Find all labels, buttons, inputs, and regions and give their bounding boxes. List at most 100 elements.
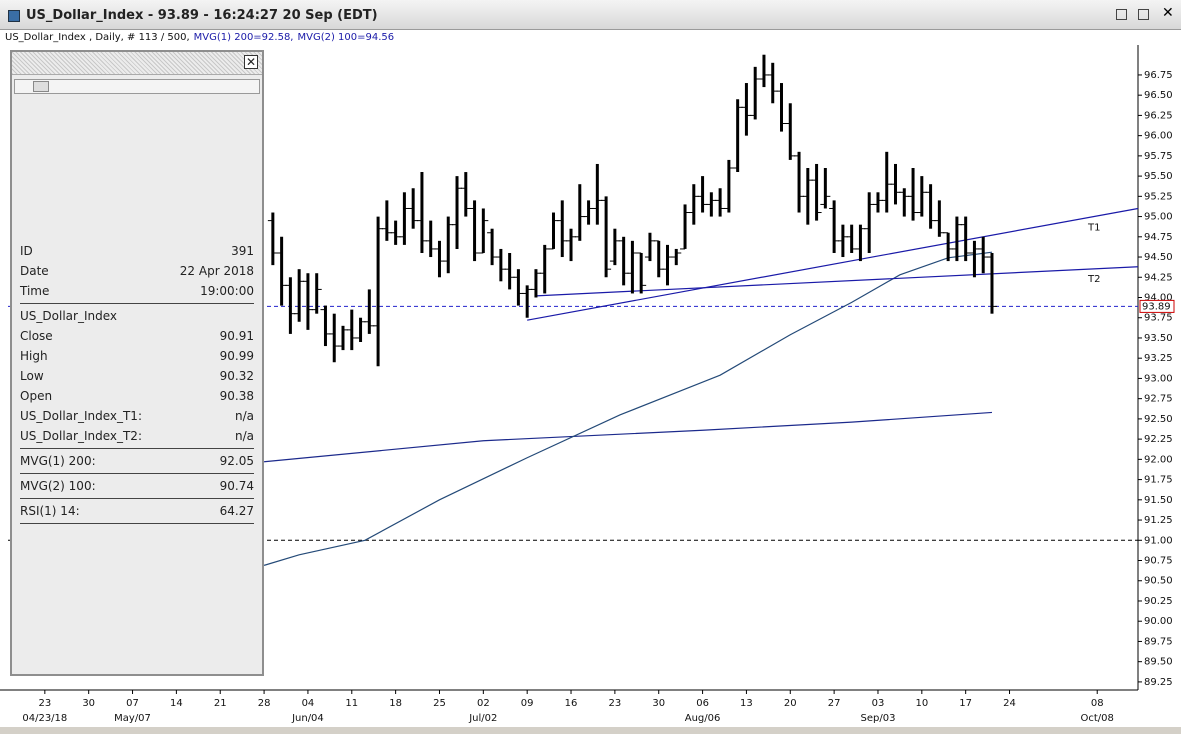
y-tick-label: 96.75: [1144, 70, 1173, 81]
x-major-label: Aug/06: [685, 713, 721, 724]
x-tick-label: 09: [521, 698, 534, 709]
separator: [20, 473, 254, 474]
value: 64.27: [219, 504, 254, 518]
close-button[interactable]: ✕: [1162, 5, 1174, 21]
x-major-label: Jun/04: [291, 713, 324, 724]
data-window[interactable]: ✕ ID 391 Date 22 Apr 2018 Time 19:00:00 US_…: [10, 50, 264, 676]
label: Time: [20, 284, 50, 298]
x-tick-label: 13: [740, 698, 753, 709]
y-tick-label: 89.75: [1144, 636, 1173, 647]
y-tick-label: 95.00: [1144, 212, 1173, 223]
row: US_Dollar_Index: [20, 306, 254, 326]
y-tick-label: 95.25: [1144, 191, 1173, 202]
x-tick-label: 06: [696, 698, 709, 709]
value: 90.74: [219, 479, 254, 493]
label: Open: [20, 389, 53, 403]
price-label-box: [1139, 299, 1175, 313]
y-tick-label: 96.25: [1144, 110, 1173, 121]
x-tick-label: 25: [433, 698, 446, 709]
y-tick-label: 91.00: [1144, 535, 1173, 546]
y-tick-label: 91.75: [1144, 475, 1173, 486]
chart-info: US_Dollar_Index , Daily, # 113 / 500, MVG…: [0, 30, 1181, 45]
x-tick-label: 24: [1003, 698, 1016, 709]
x-tick-label: 03: [872, 698, 885, 709]
trend-line: [527, 207, 1139, 321]
value: 92.05: [219, 454, 254, 468]
y-tick-label: 92.50: [1144, 414, 1173, 425]
maximize-button[interactable]: [1138, 9, 1149, 20]
x-major-label: 04/23/18: [22, 713, 67, 724]
value: 391: [231, 244, 254, 258]
minimize-button[interactable]: [1116, 9, 1127, 20]
x-tick-label: 23: [38, 698, 51, 709]
y-tick-label: 92.75: [1144, 394, 1173, 405]
row: RSI(1) 14: 64.27: [20, 501, 254, 521]
value: 90.91: [219, 329, 254, 343]
label: US_Dollar_Index_T1:: [20, 409, 142, 423]
row: US_Dollar_Index_T2: n/a: [20, 426, 254, 446]
x-major-label: Oct/08: [1081, 713, 1114, 724]
label: High: [20, 349, 48, 363]
x-tick-label: 23: [609, 698, 622, 709]
y-tick-label: 95.75: [1144, 151, 1173, 162]
row: Date 22 Apr 2018: [20, 261, 254, 281]
x-tick-label: 04: [302, 698, 315, 709]
scroll-thumb[interactable]: [33, 81, 49, 92]
y-tick-label: 92.00: [1144, 454, 1173, 465]
x-tick-label: 02: [477, 698, 490, 709]
mvg2-info: MVG(2) 100=94.56: [297, 32, 395, 43]
y-tick-label: 93.25: [1144, 353, 1173, 364]
value: 90.99: [219, 349, 254, 363]
x-major-label: May/07: [114, 713, 151, 724]
value: n/a: [234, 429, 254, 443]
moving-average: [264, 411, 993, 463]
x-major-label: Sep/03: [860, 713, 895, 724]
x-tick-label: 28: [258, 698, 271, 709]
y-tick-label: 93.75: [1144, 313, 1173, 324]
row: Low 90.32: [20, 366, 254, 386]
y-tick-label: 90.50: [1144, 576, 1173, 587]
close-button[interactable]: ✕: [244, 55, 258, 69]
separator: [20, 303, 254, 304]
moving-average: [263, 251, 993, 566]
trend-line: [535, 266, 1139, 297]
value: 90.38: [219, 389, 254, 403]
y-tick-label: 94.75: [1144, 232, 1173, 243]
data-window-header[interactable]: ✕: [12, 52, 262, 75]
y-tick-label: 92.25: [1144, 434, 1173, 445]
scrollbar[interactable]: [14, 79, 260, 94]
row: Time 19:00:00: [20, 281, 254, 301]
y-tick-label: 93.00: [1144, 373, 1173, 384]
label: RSI(1) 14:: [20, 504, 80, 518]
value: n/a: [234, 409, 254, 423]
x-tick-label: 17: [959, 698, 972, 709]
scrollbar[interactable]: [0, 727, 1181, 734]
row: ID 391: [20, 241, 254, 261]
label: MVG(1) 200:: [20, 454, 96, 468]
x-tick-label: 27: [828, 698, 841, 709]
row: Close 90.91: [20, 326, 254, 346]
x-tick-label: 08: [1091, 698, 1104, 709]
y-tick-label: 94.00: [1144, 292, 1173, 303]
row: MVG(1) 200: 92.05: [20, 451, 254, 471]
y-tick-label: 96.50: [1144, 90, 1173, 101]
y-tick-label: 95.50: [1144, 171, 1173, 182]
y-tick-label: 91.50: [1144, 495, 1173, 506]
label: MVG(2) 100:: [20, 479, 96, 493]
label: US_Dollar_Index: [20, 309, 117, 323]
window-title: US_Dollar_Index - 93.89 - 16:24:27 20 Se…: [26, 8, 378, 23]
x-tick-label: 30: [82, 698, 95, 709]
y-tick-label: 93.50: [1144, 333, 1173, 344]
row: Open 90.38: [20, 386, 254, 406]
label: Date: [20, 264, 49, 278]
y-tick-label: 91.25: [1144, 515, 1173, 526]
x-tick-label: 07: [126, 698, 139, 709]
trend-label: T2: [1087, 274, 1100, 285]
x-tick-label: 20: [784, 698, 797, 709]
x-tick-label: 14: [170, 698, 183, 709]
label: Close: [20, 329, 53, 343]
title-bar: US_Dollar_Index - 93.89 - 16:24:27 20 Se…: [0, 0, 1181, 30]
x-tick-label: 16: [565, 698, 578, 709]
y-tick-label: 96.00: [1144, 131, 1173, 142]
data-rows: ID 391 Date 22 Apr 2018 Time 19:00:00 US_Do…: [20, 241, 254, 526]
